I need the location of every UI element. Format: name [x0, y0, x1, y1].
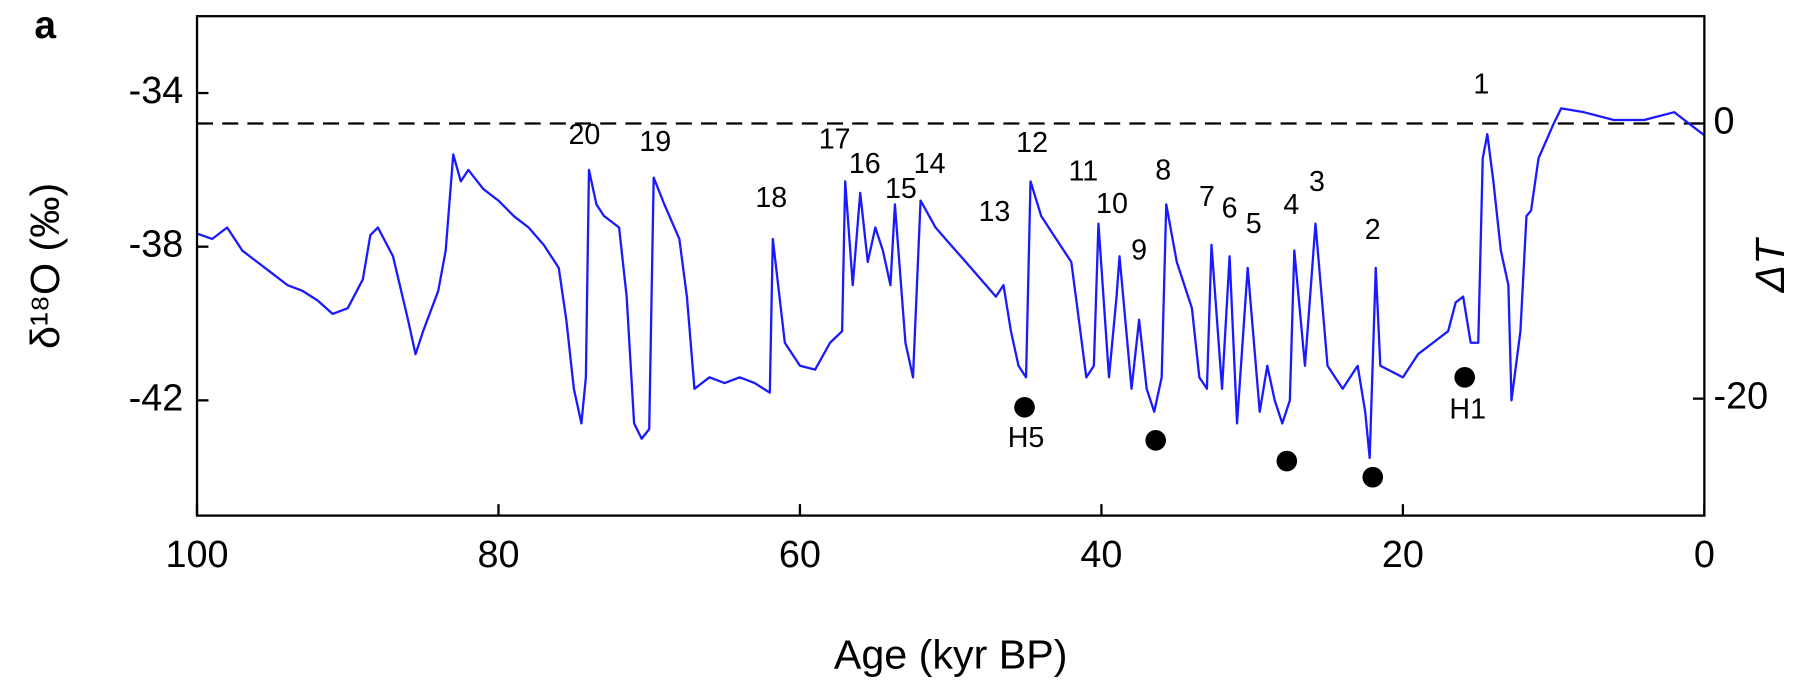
annotation: 8: [1155, 154, 1171, 186]
y2-axis-label: ΔT: [1747, 237, 1793, 294]
x-tick-label: 60: [779, 534, 821, 576]
annotation: 9: [1131, 235, 1147, 267]
annotation: 11: [1068, 155, 1098, 187]
annotation: 17: [819, 124, 851, 156]
annotation: 7: [1199, 181, 1215, 213]
annotation: 18: [755, 182, 787, 214]
y-tick-label: -34: [129, 70, 184, 112]
x-axis-label: Age (kyr BP): [834, 632, 1068, 678]
y-tick-label: -42: [129, 377, 184, 419]
annotation: H5: [1008, 422, 1045, 454]
annotation: 2: [1365, 214, 1381, 246]
event-marker: [1276, 450, 1298, 472]
annotation: 16: [849, 148, 881, 180]
y2-tick-label: 0: [1714, 100, 1735, 142]
x-tick-label: 0: [1694, 534, 1715, 576]
x-tick-label: 80: [477, 534, 519, 576]
annotation: 14: [914, 148, 946, 180]
annotation: H1: [1449, 393, 1486, 425]
y-axis-label: δ¹⁸O (‰): [22, 183, 68, 349]
annotation: 13: [978, 196, 1010, 228]
annotation: 20: [568, 119, 600, 151]
event-marker: [1145, 429, 1166, 451]
annotation: 3: [1309, 166, 1325, 198]
event-marker: [1014, 396, 1035, 418]
annotation: 12: [1016, 127, 1048, 159]
y-tick-label: -38: [129, 224, 184, 266]
event-marker: [1362, 466, 1384, 488]
x-tick-label: 20: [1382, 534, 1424, 576]
data-line: [196, 107, 1706, 460]
annotation: 15: [885, 173, 917, 205]
x-tick-label: 40: [1080, 534, 1122, 576]
annotation: 5: [1246, 208, 1262, 240]
plot-frame: [195, 15, 1706, 517]
x-tick-label: 100: [165, 534, 228, 576]
annotation: 4: [1283, 189, 1299, 221]
event-marker: [1454, 366, 1476, 388]
annotation: 6: [1222, 192, 1238, 224]
annotation: 10: [1096, 188, 1128, 220]
annotation: 19: [639, 126, 671, 158]
y2-tick-label: -20: [1714, 376, 1769, 418]
panel-label: a: [34, 4, 56, 47]
annotation: 1: [1473, 69, 1489, 101]
